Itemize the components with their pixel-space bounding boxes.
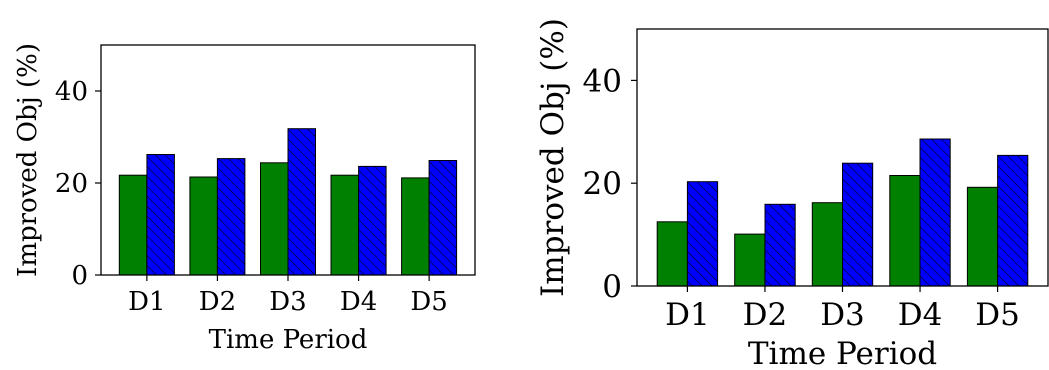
x-tick-label-c0-D5: D5 bbox=[410, 287, 447, 317]
y-tick-label-c0-40: 40 bbox=[55, 77, 88, 107]
x-tick-label-c1-D1: D1 bbox=[665, 297, 710, 333]
x-tick-label-c0-D3: D3 bbox=[269, 287, 306, 317]
y-tick-label-c1-20: 20 bbox=[583, 166, 622, 202]
bar-c0-s1-D1 bbox=[146, 154, 175, 276]
bar-c0-s0-D4 bbox=[330, 174, 359, 276]
bar-c0-s0-D2 bbox=[189, 176, 218, 276]
x-axis-label-1: Time Period bbox=[748, 336, 937, 370]
plot-frame-1 bbox=[636, 28, 1049, 287]
bar-c1-s1-D3 bbox=[842, 162, 874, 287]
x-axis-label-0: Time Period bbox=[209, 325, 368, 355]
bar-c0-s0-D3 bbox=[260, 162, 289, 276]
bar-c0-s1-D2 bbox=[216, 158, 246, 276]
bar-c1-s0-D5 bbox=[966, 186, 999, 287]
bar-c0-s0-D5 bbox=[401, 177, 430, 276]
x-tick-label-c0-D1: D1 bbox=[128, 287, 165, 317]
x-tick-label-c1-D5: D5 bbox=[975, 297, 1020, 333]
x-tick-label-c1-D3: D3 bbox=[820, 297, 865, 333]
x-tick-label-c1-D4: D4 bbox=[898, 297, 943, 333]
x-tick-label-c0-D4: D4 bbox=[340, 287, 377, 317]
x-tick-label-c1-D2: D2 bbox=[743, 297, 788, 333]
bar-c1-s1-D1 bbox=[686, 181, 719, 287]
plot-frame-0 bbox=[100, 44, 476, 276]
bar-c1-s0-D2 bbox=[734, 233, 766, 287]
bar-c1-s0-D3 bbox=[811, 202, 843, 287]
y-axis-label-0: Improved Obj (%) bbox=[13, 43, 43, 277]
y-tick-label-c1-0: 0 bbox=[602, 269, 622, 305]
x-tick-label-c0-D2: D2 bbox=[199, 287, 236, 317]
bar-c1-s0-D4 bbox=[889, 175, 921, 287]
y-tick-label-c1-40: 40 bbox=[583, 63, 622, 99]
bar-c1-s1-D2 bbox=[764, 203, 796, 287]
bar-c1-s1-D4 bbox=[919, 138, 951, 287]
y-tick-label-c0-0: 0 bbox=[71, 261, 88, 291]
y-axis-label-1: Improved Obj (%) bbox=[535, 18, 571, 297]
bar-c0-s1-D5 bbox=[428, 160, 458, 276]
bar-c0-s0-D1 bbox=[118, 174, 148, 276]
bar-c1-s0-D1 bbox=[656, 221, 688, 287]
bar-c0-s1-D4 bbox=[358, 165, 387, 276]
y-tick-label-c0-20: 20 bbox=[55, 169, 88, 199]
bar-c0-s1-D3 bbox=[287, 128, 316, 276]
bar-c1-s1-D5 bbox=[997, 154, 1029, 287]
